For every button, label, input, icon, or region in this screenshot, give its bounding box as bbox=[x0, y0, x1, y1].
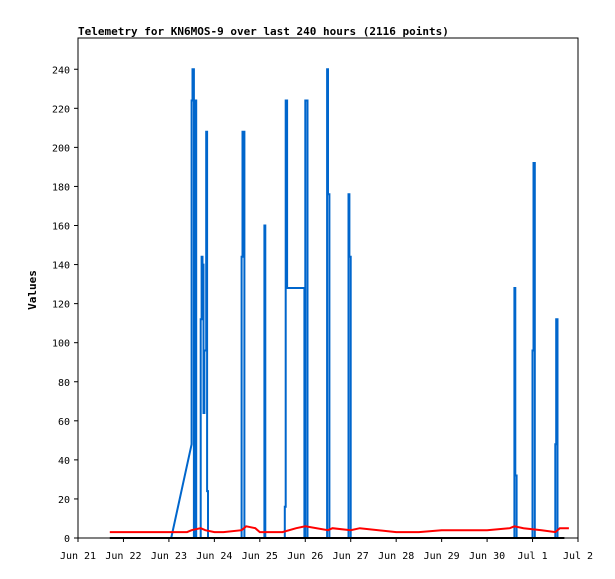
y-tick-label: 180 bbox=[52, 182, 70, 193]
x-tick-label: Jun 27 bbox=[333, 551, 369, 562]
x-tick-label: Jun 25 bbox=[242, 551, 278, 562]
y-tick-label: 60 bbox=[58, 417, 70, 428]
x-tick-label: Jul 1 bbox=[517, 551, 547, 562]
y-axis: 0 20 40 60 80 100 120 140 160 180 200 220 240 bbox=[52, 65, 78, 545]
series-line-2 bbox=[109, 525, 569, 534]
y-tick-label: 20 bbox=[58, 495, 70, 506]
y-axis-label: Values bbox=[26, 270, 39, 310]
y-tick-label: 140 bbox=[52, 261, 70, 272]
x-tick-label: Jun 23 bbox=[151, 551, 187, 562]
x-tick-label: Jun 30 bbox=[469, 551, 505, 562]
y-tick-label: 80 bbox=[58, 378, 70, 389]
y-tick-label: 220 bbox=[52, 104, 70, 115]
x-axis: Jun 21 Jun 22 Jun 23 Jun 24 Jun 25 Jun 26 Jun … bbox=[60, 538, 593, 562]
y-tick-label: 240 bbox=[52, 65, 70, 76]
chart-title: Telemetry for KN6MOS-9 over last 240 hou… bbox=[78, 25, 449, 38]
x-tick-label: Jun 21 bbox=[60, 551, 96, 562]
y-tick-label: 40 bbox=[58, 456, 70, 467]
y-tick-label: 0 bbox=[64, 534, 70, 545]
y-tick-label: 120 bbox=[52, 300, 70, 311]
series-line-1 bbox=[170, 68, 559, 539]
y-tick-label: 160 bbox=[52, 222, 70, 233]
y-tick-label: 200 bbox=[52, 143, 70, 154]
x-tick-label: Jun 24 bbox=[196, 551, 232, 562]
y-tick-label: 100 bbox=[52, 339, 70, 350]
x-tick-label: Jun 29 bbox=[424, 551, 460, 562]
series-layer bbox=[109, 68, 569, 539]
x-tick-label: Jul 2 bbox=[563, 551, 593, 562]
x-tick-label: Jun 26 bbox=[287, 551, 323, 562]
x-tick-label: Jun 28 bbox=[378, 551, 414, 562]
x-tick-label: Jun 22 bbox=[105, 551, 141, 562]
